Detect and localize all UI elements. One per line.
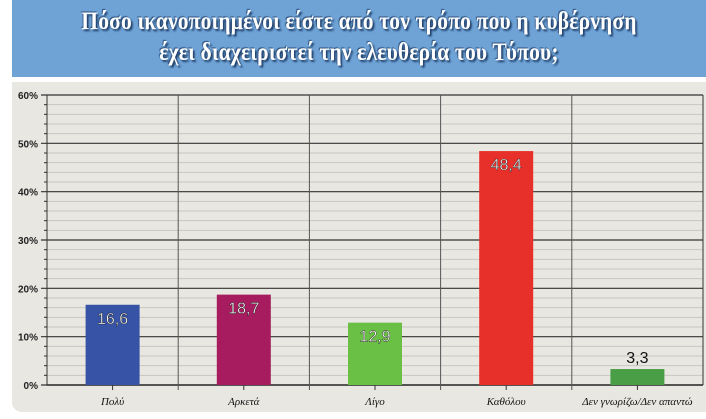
value-label: 18,7 xyxy=(228,301,259,318)
bar-5 xyxy=(610,369,665,385)
y-tick-label: 30% xyxy=(18,236,38,247)
y-tick-label: 50% xyxy=(18,139,38,150)
title-line-1: Πόσο ικανοποιημένοι είστε από τον τρόπο … xyxy=(81,8,637,35)
y-tick-label: 0% xyxy=(24,381,39,392)
x-category-label: Καθόλου xyxy=(486,396,526,408)
y-tick-label: 40% xyxy=(18,188,38,199)
x-category-label: Δεν γνωρίζω/Δεν απαντώ xyxy=(581,396,693,408)
y-tick-label: 60% xyxy=(18,91,38,102)
title-banner: Πόσο ικανοποιημένοι είστε από τον τρόπο … xyxy=(12,0,706,77)
x-category-label: Αρκετά xyxy=(227,396,260,408)
y-tick-label: 20% xyxy=(18,284,38,295)
x-category-label: Λίγο xyxy=(364,396,385,408)
value-label: 3,3 xyxy=(626,350,648,367)
value-label: 12,9 xyxy=(359,329,390,346)
x-category-label: Πολύ xyxy=(100,396,124,408)
bar-4 xyxy=(479,151,534,385)
bar-2 xyxy=(216,294,271,385)
title-line-2: έχει διαχειριστεί την ελευθερία του Τύπο… xyxy=(159,39,559,66)
chart-title: Πόσο ικανοποιημένοι είστε από τον τρόπο … xyxy=(61,6,658,68)
bar-3 xyxy=(348,322,402,385)
value-label: 48,4 xyxy=(491,157,522,174)
bar-1 xyxy=(85,304,140,385)
y-tick-label: 10% xyxy=(18,333,38,344)
value-label: 16,6 xyxy=(97,311,128,328)
